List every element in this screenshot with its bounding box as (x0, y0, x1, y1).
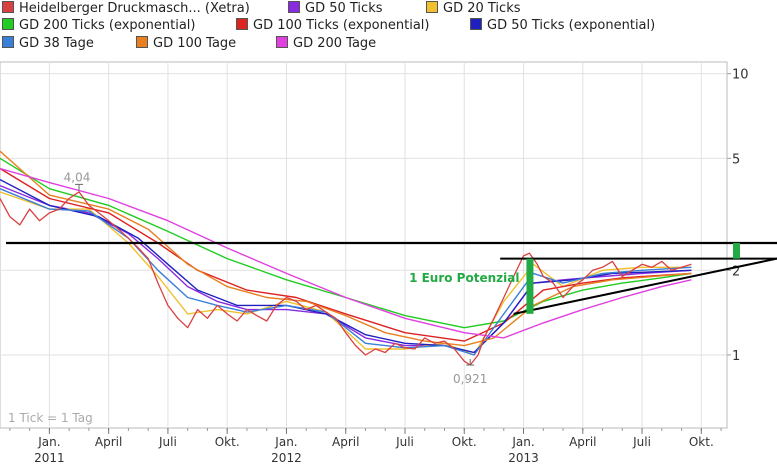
legend-label: GD 100 Ticks (exponential) (253, 18, 430, 33)
legend-item: GD 200 Tage (276, 35, 376, 53)
potential-label: 1 Euro Potenzial (409, 271, 519, 285)
legend-swatch (236, 18, 248, 30)
legend-swatch (2, 18, 14, 30)
moving-average-line (0, 167, 692, 339)
legend-swatch (276, 36, 288, 48)
legend-item: Heidelberger Druckmasch... (Xetra) (2, 0, 250, 18)
legend-label: Heidelberger Druckmasch... (Xetra) (19, 1, 250, 16)
x-tick-label: Okt. (689, 435, 714, 449)
y-tick-label: 10 (732, 68, 749, 83)
legend-label: GD 100 Tage (153, 36, 237, 51)
y-tick-label: 1 (732, 349, 740, 364)
legend-item: GD 200 Ticks (exponential) (2, 17, 195, 35)
x-tick-label: Juli (632, 435, 651, 449)
footnote: 1 Tick = 1 Tag (8, 411, 93, 425)
moving-average-line (0, 150, 692, 347)
x-year-label: 2012 (271, 451, 302, 465)
moving-average-line (0, 167, 692, 342)
legend-swatch (288, 1, 300, 13)
y-tick-label: 2 (732, 264, 740, 279)
legend-label: GD 38 Tage (19, 36, 94, 51)
plot-area (0, 61, 728, 429)
x-tick-label: April (95, 435, 122, 449)
x-tick-label: Okt. (452, 435, 477, 449)
x-tick-label: Okt. (215, 435, 240, 449)
potential-bar-left (526, 258, 534, 314)
moving-average-line (0, 157, 692, 329)
legend-swatch (470, 18, 482, 30)
legend-swatch (136, 36, 148, 48)
y-tick-label: 5 (732, 152, 740, 167)
legend-item: GD 50 Ticks (exponential) (470, 17, 655, 35)
triangle-bottom-line (513, 257, 777, 315)
x-tick-label: April (569, 435, 596, 449)
x-tick-label: April (332, 435, 359, 449)
legend-swatch (2, 36, 14, 48)
x-year-label: 2013 (508, 451, 539, 465)
x-tick-label: Jan. (511, 435, 534, 449)
potential-bar-right (733, 243, 740, 259)
legend-label: GD 200 Ticks (exponential) (19, 18, 196, 33)
legend: Heidelberger Druckmasch... (Xetra) GD 50 … (0, 0, 777, 56)
legend-label: GD 20 Ticks (443, 1, 521, 16)
x-tick-label: Jan. (37, 435, 60, 449)
legend-item: GD 20 Ticks (426, 0, 521, 18)
x-year-label: 2011 (34, 451, 65, 465)
x-tick-label: Juli (158, 435, 177, 449)
x-tick-label: Jan. (274, 435, 297, 449)
legend-item: GD 100 Tage (136, 35, 236, 53)
moving-average-line (0, 178, 692, 354)
legend-item: GD 100 Ticks (exponential) (236, 17, 429, 35)
legend-item: GD 50 Ticks (288, 0, 383, 18)
legend-item: GD 38 Tage (2, 35, 94, 53)
moving-average-line (0, 191, 692, 356)
high-label: 4,04 (64, 170, 91, 184)
legend-swatch (426, 1, 438, 13)
x-tick-label: Juli (395, 435, 414, 449)
price-series-line (0, 191, 692, 366)
low-label: 0,921 (453, 372, 487, 386)
legend-swatch (2, 1, 14, 13)
legend-label: GD 200 Tage (293, 36, 377, 51)
legend-label: GD 50 Ticks (exponential) (487, 18, 656, 33)
legend-label: GD 50 Ticks (305, 1, 383, 16)
